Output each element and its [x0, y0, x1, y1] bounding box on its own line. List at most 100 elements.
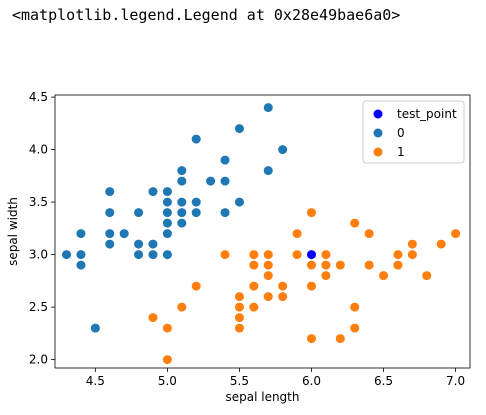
data-point-class-1 [321, 260, 331, 270]
legend-marker-class-0 [373, 128, 383, 138]
y-tick-label: 3.5 [29, 195, 48, 209]
output-repr-text: <matplotlib.legend.Legend at 0x28e49bae6… [12, 6, 401, 24]
data-point-class-0 [148, 250, 158, 260]
data-point-class-0 [162, 208, 172, 218]
data-point-class-0 [177, 218, 187, 228]
data-point-class-0 [134, 250, 144, 260]
data-point-class-1 [393, 260, 403, 270]
data-point-class-1 [220, 250, 230, 260]
legend-label-class-0: 0 [397, 126, 405, 140]
data-point-class-1 [249, 302, 259, 312]
y-tick-label: 4.0 [29, 143, 48, 157]
data-point-class-1 [249, 250, 259, 260]
data-point-class-1 [278, 281, 288, 291]
data-point-class-0 [76, 250, 86, 260]
data-point-class-1 [350, 302, 360, 312]
data-point-class-1 [234, 302, 244, 312]
data-point-class-1 [234, 313, 244, 323]
data-point-class-0 [119, 229, 129, 239]
data-point-class-1 [350, 218, 360, 228]
data-point-class-1 [162, 323, 172, 333]
legend-label-class-1: 1 [397, 145, 405, 159]
x-tick-label: 7.0 [446, 374, 465, 388]
data-point-class-0 [148, 187, 158, 197]
data-point-class-1 [191, 281, 201, 291]
data-point-class-1 [177, 302, 187, 312]
y-tick-label: 2.0 [29, 353, 48, 367]
data-point-class-1 [335, 260, 345, 270]
data-point-class-0 [162, 229, 172, 239]
data-point-class-0 [191, 197, 201, 207]
data-point-class-1 [321, 250, 331, 260]
data-point-class-1 [249, 281, 259, 291]
data-point-class-1 [436, 239, 446, 249]
data-point-class-0 [191, 134, 201, 144]
legend-marker-test-point [373, 109, 383, 119]
x-tick-label: 6.0 [302, 374, 321, 388]
data-point-class-0 [76, 260, 86, 270]
data-point-class-1 [162, 355, 172, 365]
data-point-class-1 [263, 271, 273, 281]
data-point-class-0 [105, 187, 115, 197]
data-point-class-1 [451, 229, 461, 239]
data-point-class-1 [278, 292, 288, 302]
data-point-class-1 [350, 323, 360, 333]
data-point-class-0 [162, 187, 172, 197]
x-tick-label: 5.0 [158, 374, 177, 388]
x-tick-label: 5.5 [230, 374, 249, 388]
data-point-class-0 [105, 229, 115, 239]
data-point-class-1 [263, 292, 273, 302]
data-point-class-0 [148, 239, 158, 249]
data-point-class-0 [90, 323, 100, 333]
data-point-class-1 [306, 208, 316, 218]
data-point-class-1 [379, 271, 389, 281]
data-point-class-1 [321, 271, 331, 281]
data-point-class-0 [177, 166, 187, 176]
data-point-class-0 [220, 155, 230, 165]
data-point-class-0 [177, 176, 187, 186]
test-point-marker [306, 250, 316, 260]
data-point-class-0 [162, 250, 172, 260]
data-point-class-1 [292, 229, 302, 239]
data-point-class-0 [177, 197, 187, 207]
data-point-class-0 [206, 176, 216, 186]
data-point-class-1 [263, 250, 273, 260]
data-point-class-0 [134, 239, 144, 249]
data-point-class-1 [422, 271, 432, 281]
data-point-class-0 [234, 197, 244, 207]
data-point-class-1 [249, 260, 259, 270]
data-point-class-1 [407, 250, 417, 260]
data-point-class-1 [234, 292, 244, 302]
data-point-class-0 [105, 208, 115, 218]
legend-marker-class-1 [373, 147, 383, 157]
data-point-class-1 [393, 250, 403, 260]
data-point-class-1 [364, 229, 374, 239]
data-point-class-0 [76, 229, 86, 239]
data-point-class-0 [278, 145, 288, 155]
data-point-class-0 [234, 124, 244, 134]
data-point-class-0 [162, 218, 172, 228]
data-point-class-0 [134, 208, 144, 218]
data-point-class-0 [62, 250, 72, 260]
data-point-class-1 [364, 260, 374, 270]
data-point-class-0 [220, 176, 230, 186]
data-point-class-1 [234, 323, 244, 333]
y-tick-label: 3.0 [29, 248, 48, 262]
y-tick-label: 4.5 [29, 90, 48, 104]
data-point-class-1 [263, 260, 273, 270]
data-point-class-1 [292, 250, 302, 260]
data-point-class-1 [306, 260, 316, 270]
data-point-class-1 [407, 239, 417, 249]
data-point-class-1 [306, 334, 316, 344]
data-point-class-0 [263, 103, 273, 113]
data-point-class-0 [191, 208, 201, 218]
data-point-class-0 [105, 239, 115, 249]
x-axis-label: sepal length [225, 390, 299, 404]
data-point-class-0 [220, 208, 230, 218]
data-point-class-1 [335, 334, 345, 344]
x-tick-label: 4.5 [86, 374, 105, 388]
data-point-class-1 [148, 313, 158, 323]
legend-box [362, 100, 465, 164]
data-point-class-0 [263, 166, 273, 176]
